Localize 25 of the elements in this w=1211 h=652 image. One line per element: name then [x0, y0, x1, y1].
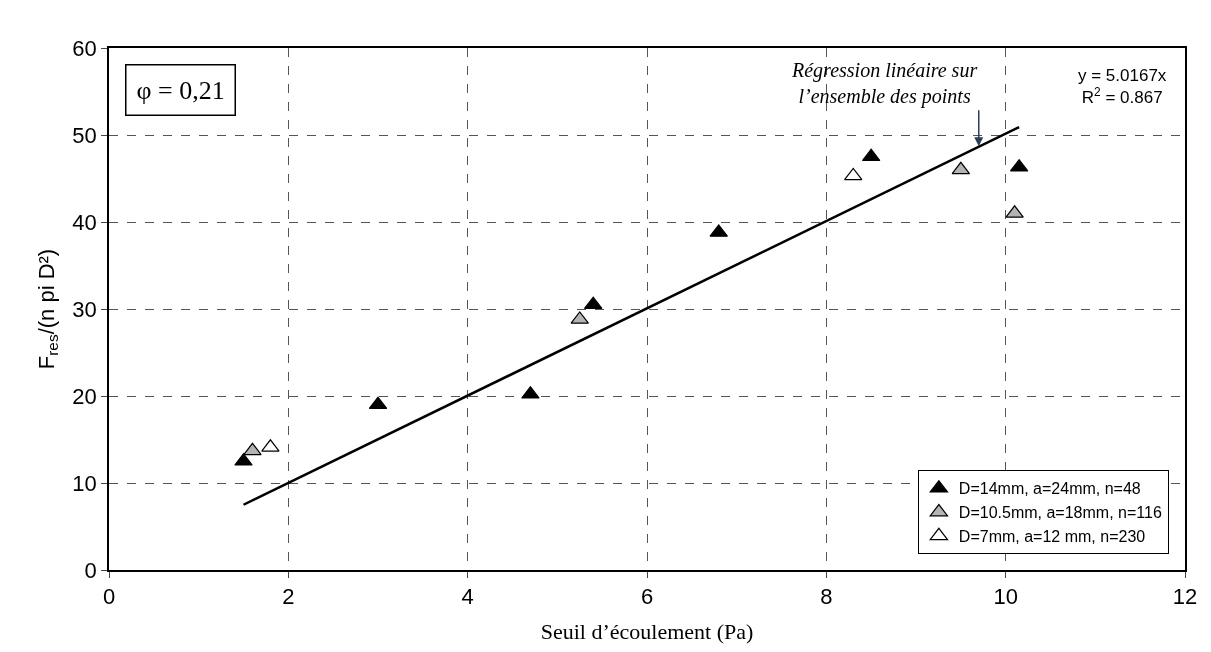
x-tick-label: 2	[282, 584, 295, 610]
legend-label: D=7mm, a=12 mm, n=230	[958, 528, 1146, 546]
point	[368, 396, 388, 410]
x-tick-label: 10	[993, 584, 1018, 610]
y-tick-label: 30	[72, 296, 97, 322]
y-tick-label: 0	[84, 557, 97, 583]
point	[951, 161, 971, 175]
point	[243, 442, 262, 456]
x-tick-label: 6	[640, 584, 654, 610]
y-tick-label: 40	[72, 209, 97, 235]
legend-label: D=14mm, a=24mm, n=48	[958, 480, 1141, 498]
x-tick-label: 12	[1172, 584, 1198, 610]
annotation: φ = 0,21	[136, 75, 225, 105]
x-axis-title: Seuil d’écoulement (Pa)	[540, 618, 754, 644]
y-tick-label: 20	[72, 383, 97, 409]
point	[861, 148, 881, 162]
y-tick-label: 10	[72, 470, 97, 496]
x-tick-label: 8	[820, 584, 833, 610]
y-tick-label: 50	[72, 122, 97, 148]
y-tick-label: 60	[72, 35, 97, 61]
point	[843, 167, 863, 181]
annotation: y = 5.0167x R$^{2}$ = 0.867	[1078, 66, 1167, 108]
x-tick-label: 0	[102, 584, 116, 610]
legend-label: D=10.5mm, a=18mm, n=116	[958, 504, 1162, 522]
x-tick-label: 4	[461, 584, 474, 610]
